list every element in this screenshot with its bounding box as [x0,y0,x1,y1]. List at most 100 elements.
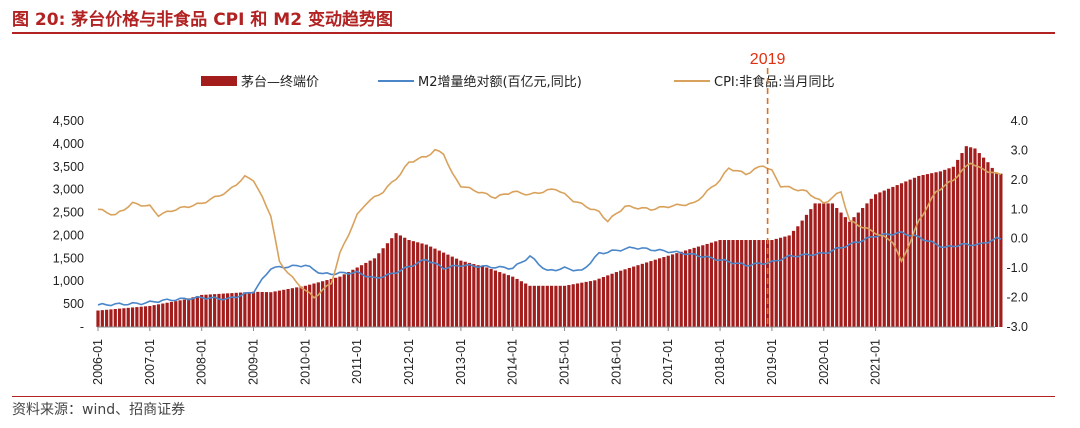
bar [342,274,346,327]
bar [359,265,364,327]
bar [450,256,454,327]
bar [424,244,428,327]
legend: 茅台—终端价 M2增量绝对额(百亿元,同比) CPI:非食品:当月同比 [201,74,835,90]
x-tick-label: 2010-01 [298,339,312,385]
bar [286,289,290,327]
bar [308,284,312,327]
bar [835,207,839,327]
bar [351,269,355,327]
bar [662,257,666,327]
x-tick-label: 2018-01 [713,339,727,385]
bar [213,294,217,327]
bar [169,301,174,327]
bar [247,292,251,327]
bar [701,245,705,327]
bar [234,292,238,327]
bar [122,308,126,327]
bar [632,266,636,327]
bar [334,277,338,327]
bar [480,266,485,327]
y-left-tick: 500 [63,297,84,311]
bar [601,277,606,327]
x-tick-label: 2008-01 [195,339,209,385]
bar [727,240,731,327]
bar [191,297,195,327]
bar [593,280,597,327]
bar [476,265,480,327]
bar [226,293,230,327]
bar [610,273,614,327]
bar [969,147,973,327]
bar [683,250,688,327]
bar [506,275,510,327]
legend-label-moutai: 茅台—终端价 [241,74,319,90]
bar [606,275,610,327]
bar [403,237,407,327]
bar [558,285,562,327]
bar [709,242,714,327]
bar [135,307,139,327]
bar [165,302,169,327]
marker-2019: 2019 [750,51,785,327]
bar [346,272,351,327]
bar [783,236,787,327]
bar [964,146,968,327]
bar [912,177,917,327]
x-tick-label: 2015-01 [558,339,572,385]
bar [994,173,999,327]
y-left-tick: 1,500 [53,251,84,265]
bar [161,303,165,327]
bar [960,153,964,327]
bar [200,294,204,327]
bar [217,293,221,327]
bar [195,296,199,327]
y-left-tick: - [80,320,84,334]
bar [757,240,761,327]
bar [467,262,472,327]
bar [524,283,528,327]
bar [999,173,1003,327]
bar [753,240,757,327]
bar [843,217,847,327]
bar [938,171,942,327]
bar [778,237,783,327]
bar [943,169,947,327]
legend-label-m2: M2增量绝对额(百亿元,同比) [418,74,582,90]
bar [416,242,420,327]
x-tick-label: 2009-01 [247,339,261,385]
bar [290,288,294,327]
line-cpi [97,148,1002,299]
x-tick-label: 2013-01 [454,339,468,385]
bar [567,285,571,327]
bar [528,285,532,327]
bar [398,235,402,327]
bar [580,282,584,327]
bar [804,214,809,327]
bar [411,241,415,327]
y-left-tick: 3,000 [53,183,84,197]
bar [105,309,109,327]
bar [329,278,333,327]
bar [381,248,385,327]
bar [243,292,247,327]
bar [878,192,882,327]
bar [459,260,463,327]
bar [649,261,653,327]
bar [364,262,368,327]
bar [174,301,178,327]
bar [787,235,791,327]
legend-label-cpi: CPI:非食品:当月同比 [714,74,835,90]
bar [735,240,739,327]
bar [299,286,303,327]
x-tick-label: 2012-01 [402,339,416,385]
bar [653,259,657,327]
bar [614,272,618,327]
bar [554,285,558,327]
bar [619,270,623,327]
y-right-tick: 2.0 [1011,173,1028,187]
bar [338,276,342,327]
bar [705,243,709,327]
bar [532,285,536,327]
bar [696,246,701,327]
bar [761,240,765,327]
